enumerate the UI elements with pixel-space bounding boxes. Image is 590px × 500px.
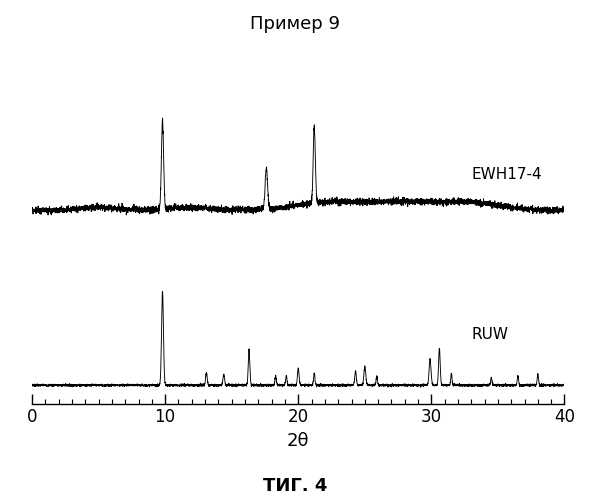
Text: ΤИГ. 4: ΤИГ. 4: [263, 477, 327, 495]
X-axis label: 2θ: 2θ: [287, 432, 310, 450]
Text: Пример 9: Пример 9: [250, 15, 340, 33]
Text: RUW: RUW: [471, 327, 509, 342]
Text: EWH17-4: EWH17-4: [471, 166, 542, 182]
